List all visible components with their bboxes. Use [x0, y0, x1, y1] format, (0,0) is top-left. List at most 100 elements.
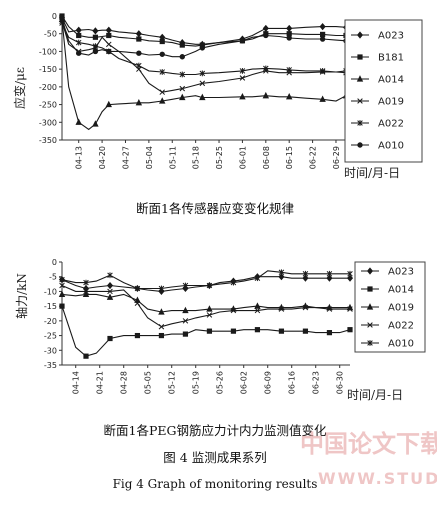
chart1-xtick-label: 05-25 — [215, 146, 224, 169]
chart2-point-A022 — [206, 312, 213, 318]
chart2-xtick-label: 04-28 — [120, 371, 129, 394]
chart2-series-A022 — [59, 282, 353, 330]
chart1-point-A014 — [135, 98, 143, 106]
chart2-point-A010 — [182, 282, 189, 289]
chart2-point-A019 — [106, 293, 114, 300]
chart1-legend-label: A010 — [378, 141, 404, 152]
chart1-point-A010 — [199, 45, 206, 51]
chart2-xtick-label: 05-05 — [144, 371, 153, 394]
chart1-xtick-label: 05-18 — [192, 146, 201, 169]
watermark-line2: WWW.STUDA.NET — [318, 469, 437, 488]
chart1-line-B181 — [61, 15, 346, 47]
chart1-point-A010 — [179, 54, 185, 60]
chart1-point-A010 — [286, 35, 292, 41]
chart2-legend-label: A022 — [388, 321, 414, 332]
chart2-legend: A023 A014 A019 A022 A010 — [354, 261, 426, 353]
chart1-point-A019 — [106, 41, 112, 48]
chart2-xtick-label: 05-19 — [192, 371, 201, 394]
chart2-point-A022 — [278, 306, 285, 312]
chart2-point-A019 — [134, 296, 141, 303]
chart2-legend-marker — [367, 322, 373, 328]
chart1-point-A010 — [59, 16, 65, 22]
chart1-ytick-label: -50 — [44, 30, 57, 39]
chart1-point-A010 — [76, 50, 82, 56]
chart2-point-A023 — [278, 273, 285, 281]
chart1-point-A010 — [106, 48, 112, 55]
chart1-point-A014 — [179, 93, 186, 101]
chart1-ytick-label: -150 — [39, 65, 57, 74]
chart1-point-A022 — [136, 62, 142, 69]
chart2-point-A010 — [302, 270, 309, 277]
chart2-point-A014 — [347, 327, 353, 333]
chart1-legend-box — [344, 19, 423, 163]
chart2-point-A023 — [326, 274, 333, 282]
chart2-xtick-label: 06-30 — [336, 371, 345, 394]
chart2-point-A010 — [347, 270, 353, 277]
chart2-point-A014 — [302, 328, 309, 334]
chart2-point-A010 — [83, 279, 89, 286]
chart2-point-A014 — [59, 303, 65, 309]
chart2-point-A019 — [82, 290, 90, 297]
watermark-line1: 中国论文下载 — [300, 430, 437, 458]
chart1-point-B181 — [286, 31, 292, 37]
chart2-legend-marker — [367, 340, 373, 346]
chart1-point-A023 — [319, 23, 326, 31]
chart1-point-A010 — [263, 32, 269, 39]
chart2-series-A014 — [59, 303, 353, 359]
chart1-point-A019 — [179, 85, 186, 92]
chart1-point-A022 — [286, 66, 292, 73]
chart2-point-A010 — [206, 282, 213, 289]
chart2-legend-marker — [366, 267, 374, 275]
chart2-point-A014 — [158, 332, 165, 339]
chart1-xtick-label: 06-29 — [332, 146, 341, 169]
chart2-point-A010 — [230, 279, 237, 286]
chart1-point-A022 — [263, 65, 269, 72]
chart1-point-B181 — [76, 32, 82, 39]
chart1-point-A010 — [159, 51, 165, 57]
chart2-point-A022 — [230, 307, 237, 314]
chart1-point-A014 — [159, 97, 166, 104]
chart1-xlabel: 时间/月-日 — [344, 166, 400, 180]
chart1-legend: A023 B181 A014 A019 A022 A010 — [344, 19, 423, 163]
chart1-legend-marker — [356, 75, 364, 82]
figure-number-caption: 图 4 监测成果系列 — [163, 450, 266, 465]
chart2-point-A014 — [206, 328, 213, 334]
chart2-series-A010 — [59, 269, 353, 292]
chart2-point-A022 — [182, 318, 189, 324]
chart1-point-A014 — [262, 91, 270, 99]
chart2-legend-label: A014 — [388, 285, 414, 296]
chart2-point-A019 — [58, 290, 66, 297]
chart1-point-A014 — [199, 93, 206, 101]
chart2-legend-marker — [367, 286, 373, 292]
chart2-ytick-label: -25 — [44, 332, 57, 341]
chart1-ytick-label: -100 — [39, 47, 57, 56]
chart2-point-A014 — [134, 332, 141, 339]
chart2-point-A022 — [134, 300, 141, 306]
chart1-point-A014 — [239, 92, 246, 100]
chart2-point-A014 — [326, 330, 333, 336]
chart2-point-A022 — [347, 306, 353, 312]
chart2-point-A014 — [278, 328, 285, 334]
chart2-point-A022 — [107, 288, 113, 295]
strain-chart: 应变/με 时间/月-日 断面1各传感器应变变化规律 0 -50 -100 -150 -… — [12, 12, 423, 216]
chart2-point-A010 — [254, 275, 261, 282]
chart1-ytick-label: 0 — [52, 12, 57, 21]
chart2-ytick-label: 0 — [52, 258, 57, 267]
chart1-xtick-label: 04-13 — [75, 146, 84, 169]
chart1-point-A010 — [239, 38, 246, 44]
chart1-point-B181 — [159, 38, 165, 45]
chart1-series-A014 — [58, 15, 350, 131]
chart2-point-A023 — [106, 281, 114, 290]
chart1-point-A022 — [239, 68, 246, 74]
chart1-point-A023 — [92, 27, 99, 35]
chart1-xtick-label: 05-04 — [145, 146, 154, 169]
chart2-point-A010 — [326, 270, 333, 277]
chart1-point-A014 — [92, 120, 99, 127]
chart2-point-A022 — [158, 323, 165, 330]
chart2-ytick-label: -20 — [44, 317, 57, 326]
chart1-point-A022 — [179, 71, 186, 78]
chart1-legend-label: A023 — [378, 31, 404, 42]
chart2-point-A010 — [158, 285, 165, 292]
chart2-ytick-label: -5 — [49, 273, 57, 282]
